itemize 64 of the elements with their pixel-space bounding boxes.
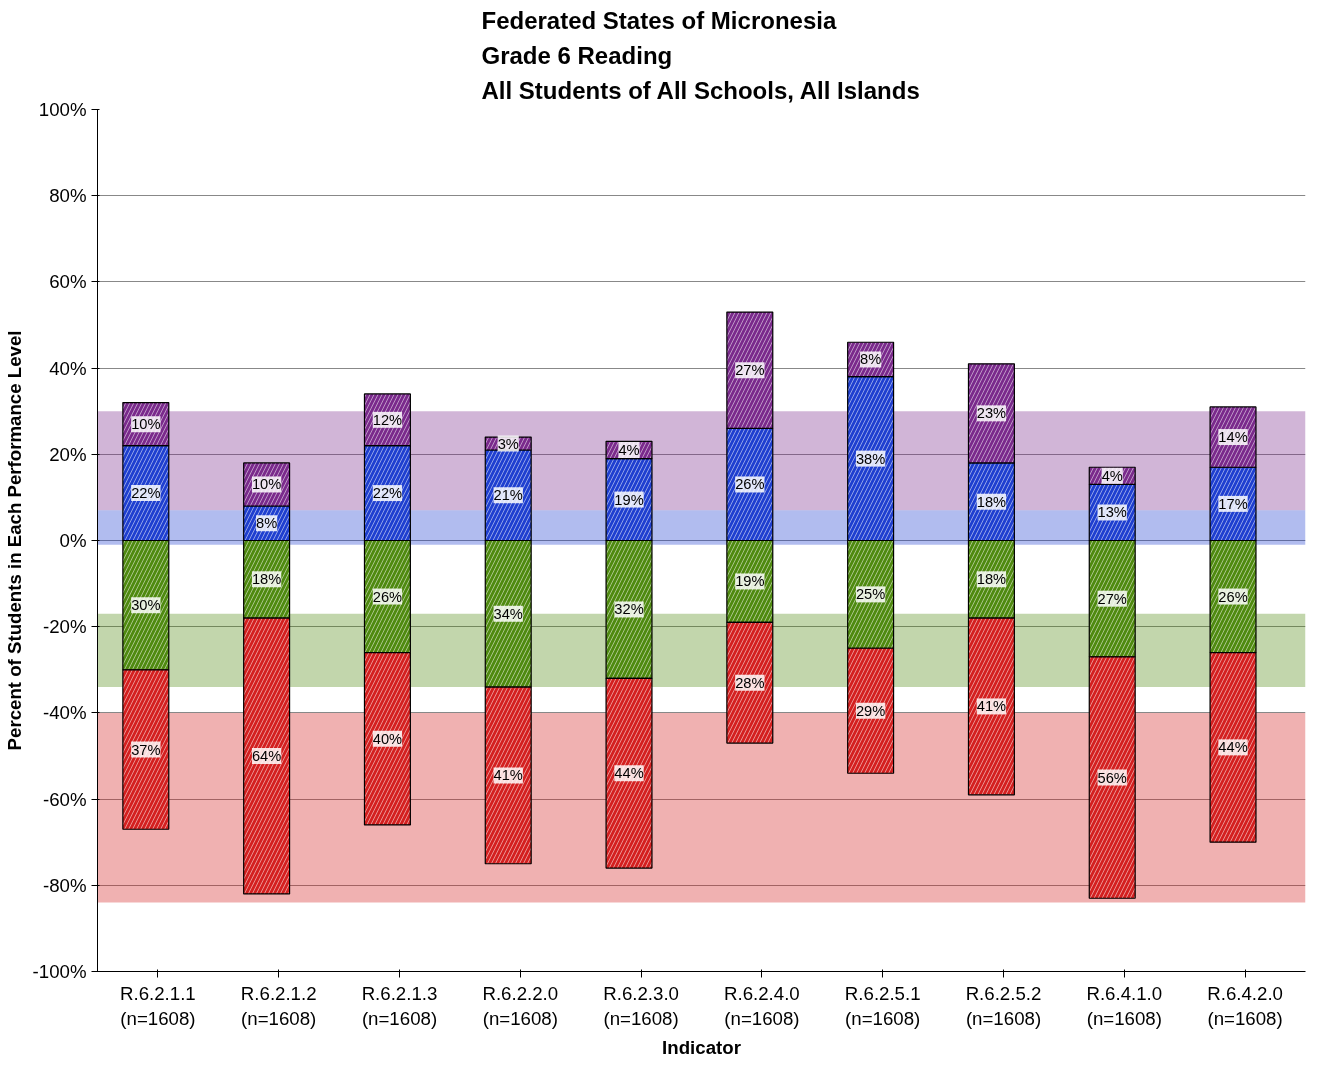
data-label: 32% <box>614 601 644 618</box>
data-label: 23% <box>976 405 1007 422</box>
x-tick-label: R.6.4.1.0 (n=1608) <box>1086 982 1163 1029</box>
data-label: 26% <box>735 476 765 493</box>
x-tick-label: R.6.2.2.0 (n=1608) <box>482 982 559 1029</box>
data-label: 18% <box>251 571 282 588</box>
y-tick-label: 100% <box>38 99 87 120</box>
y-tick-label: 60% <box>49 271 87 293</box>
x-axis-title: Indicator <box>662 1036 741 1058</box>
data-label: 13% <box>1097 504 1127 521</box>
data-label: 22% <box>372 485 403 502</box>
data-label: 26% <box>1218 588 1248 605</box>
data-label: 10% <box>131 416 161 433</box>
y-tick-label: -80% <box>42 874 87 896</box>
data-label: 8% <box>256 515 278 532</box>
data-label: 12% <box>372 411 403 428</box>
data-label: 8% <box>860 351 882 368</box>
chart-title: Federated States of Micronesia Grade 6 Reading All Students of All Schools, All Islands <box>481 7 920 105</box>
x-tick-label: R.6.2.1.1 (n=1608) <box>120 982 196 1029</box>
y-tick-label: -40% <box>42 702 87 724</box>
y-tick-label: -100% <box>32 961 87 982</box>
data-label: 25% <box>855 586 886 603</box>
data-label: 64% <box>251 748 282 764</box>
data-label: 28% <box>735 674 765 691</box>
data-label: 18% <box>976 571 1007 588</box>
y-tick-label: -20% <box>42 616 87 638</box>
data-label: 29% <box>855 702 886 719</box>
data-label: 40% <box>372 730 403 747</box>
y-axis-title: Percent of Students in Each Performance Level <box>3 330 25 751</box>
data-label: 3% <box>497 435 519 452</box>
x-tick-label: R.6.2.1.2 (n=1608) <box>240 982 317 1029</box>
data-label: 44% <box>614 765 644 782</box>
data-label: 37% <box>131 741 161 758</box>
data-label: 41% <box>493 767 523 784</box>
data-label: 21% <box>493 487 523 504</box>
x-tick-label: R.6.2.5.1 (n=1608) <box>844 982 921 1029</box>
x-tick-label: R.6.2.1.3 (n=1608) <box>361 982 438 1029</box>
data-label: 22% <box>131 485 161 502</box>
data-label: 34% <box>493 605 523 622</box>
data-label: 14% <box>1218 429 1248 446</box>
data-label: 19% <box>735 573 765 590</box>
data-label: 44% <box>1218 739 1248 756</box>
data-label: 30% <box>131 597 161 614</box>
data-label: 41% <box>976 698 1007 715</box>
data-label: 4% <box>618 441 640 458</box>
y-tick-label: 20% <box>49 443 87 465</box>
data-label: 4% <box>1101 467 1123 484</box>
y-tick-label: 40% <box>49 357 87 379</box>
x-tick-label: R.6.2.3.0 (n=1608) <box>603 982 679 1029</box>
data-label: 56% <box>1097 769 1127 786</box>
x-tick-label: R.6.4.2.0 (n=1608) <box>1207 982 1283 1029</box>
x-tick-label: R.6.2.4.0 (n=1608) <box>724 982 800 1029</box>
y-tick-label: -60% <box>42 788 87 810</box>
data-label: 17% <box>1218 495 1248 512</box>
y-tick-label: 0% <box>59 530 87 551</box>
data-label: 10% <box>251 476 282 493</box>
data-label: 19% <box>614 491 644 508</box>
x-tick-label: R.6.2.5.2 (n=1608) <box>965 982 1042 1029</box>
data-label: 27% <box>1097 590 1127 607</box>
data-label: 26% <box>372 588 403 605</box>
y-tick-label: 80% <box>49 185 87 207</box>
data-label: 27% <box>735 362 765 379</box>
data-label: 38% <box>855 450 886 467</box>
data-label: 18% <box>976 493 1007 510</box>
